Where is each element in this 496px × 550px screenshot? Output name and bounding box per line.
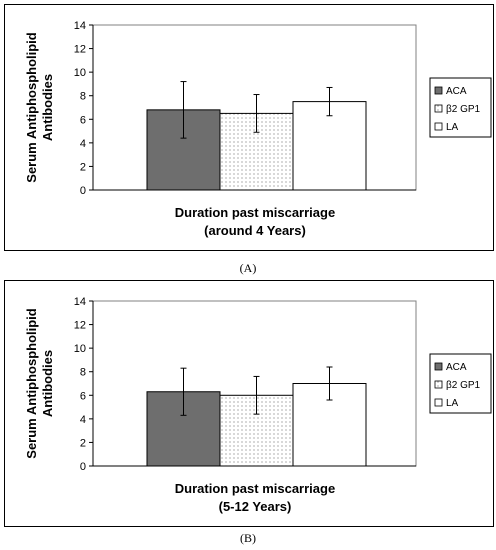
bar (292, 101, 367, 191)
y-tick-label: 0 (80, 185, 86, 197)
y-tick-label: 12 (74, 320, 86, 332)
chart-a-svg: 0 2 4 6 8 10 12 14 Serum Antiphospholipid Antibod… (24, 20, 492, 238)
y-tick-label: 10 (74, 67, 86, 79)
y-tick-label: 6 (80, 390, 86, 402)
panel-label-b: (B) (240, 531, 256, 545)
legend-label: LA (446, 122, 459, 133)
legend-label: β2 GP1 (446, 380, 481, 391)
y-axis-title: Antibodies (40, 74, 55, 141)
legend-swatch (434, 380, 443, 389)
panel-label-a: (A) (239, 261, 257, 275)
x-axis-title: (5-12 Years) (219, 499, 292, 514)
y-axis-title: Serum Antiphospholipid (24, 32, 39, 183)
legend-label: LA (446, 398, 459, 409)
legend-swatch (434, 122, 443, 131)
x-axis-title: (around 4 Years) (204, 223, 306, 238)
y-axis-title: Antibodies (40, 350, 55, 417)
y-tick-label: 14 (74, 20, 86, 32)
y-tick-label: 2 (80, 437, 86, 449)
y-tick-label: 10 (74, 343, 86, 355)
y-axis-title: Serum Antiphospholipid (24, 308, 39, 459)
legend-label: ACA (446, 86, 467, 97)
legend-label: β2 GP1 (446, 104, 481, 115)
chart-panel-b: 0 2 4 6 8 10 12 14 Serum Antiphospholipid Antibod… (4, 280, 494, 527)
y-tick-label: 6 (80, 114, 86, 126)
y-tick-label: 12 (74, 44, 86, 56)
x-axis-title: Duration past miscarriage (175, 481, 335, 496)
y-tick-label: 4 (80, 138, 86, 150)
legend-swatch (434, 86, 443, 95)
chart-b-svg: 0 2 4 6 8 10 12 14 Serum Antiphospholipid Antibod… (24, 296, 492, 514)
y-tick-label: 8 (80, 367, 86, 379)
y-tick-label: 8 (80, 91, 86, 103)
chart-panel-a: 0 2 4 6 8 10 12 14 Serum Antiphospholipid Antibod… (4, 4, 494, 251)
legend-swatch (434, 104, 443, 113)
y-tick-label: 14 (74, 296, 86, 308)
y-tick-label: 2 (80, 161, 86, 173)
y-tick-label: 4 (80, 414, 86, 426)
legend-label: ACA (446, 362, 467, 373)
y-tick-label: 0 (80, 461, 86, 473)
x-axis-title: Duration past miscarriage (175, 205, 335, 220)
legend-swatch (434, 362, 443, 371)
legend-swatch (434, 398, 443, 407)
